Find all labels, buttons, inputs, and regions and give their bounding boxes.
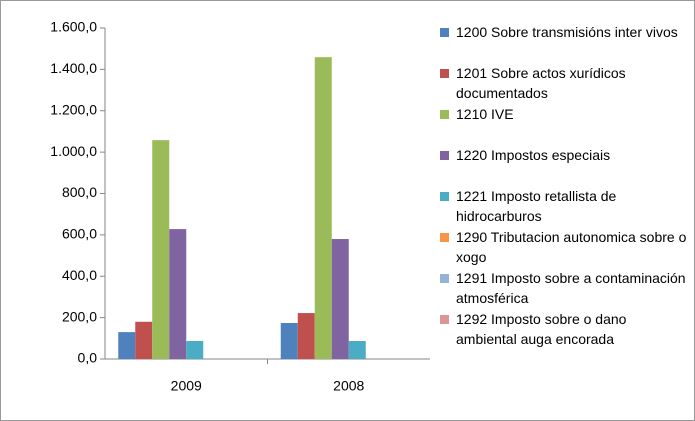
y-tick-label: 1.000,0 — [50, 143, 97, 159]
bar — [135, 321, 153, 359]
bar — [348, 341, 366, 359]
legend-label: 1200 Sobre transmisións inter vivos — [456, 24, 678, 40]
legend-label: 1290 Tributacion autonomica sobre o xogo — [456, 229, 687, 265]
legend-swatch — [440, 233, 449, 242]
legend: 1200 Sobre transmisións inter vivos 1201 … — [440, 22, 690, 350]
y-tick-label: 0,0 — [78, 350, 98, 366]
legend-label: 1210 IVE — [456, 106, 514, 122]
y-tick-label: 400,0 — [62, 267, 97, 283]
legend-item: 1291 Imposto sobre a contaminación atmos… — [440, 268, 690, 309]
bar — [186, 341, 204, 359]
legend-item: 1201 Sobre actos xurídicos documentados — [440, 63, 690, 104]
legend-swatch — [440, 192, 449, 201]
bar — [152, 140, 170, 359]
bar — [169, 229, 187, 359]
legend-item: 1221 Imposto retallista de hidrocarburos — [440, 186, 690, 227]
bar — [314, 57, 332, 360]
legend-label: 1291 Imposto sobre a contaminación atmos… — [456, 270, 686, 306]
bar — [280, 323, 298, 359]
bar — [297, 313, 315, 359]
legend-item: 1290 Tributacion autonomica sobre o xogo — [440, 227, 690, 268]
y-tick-label: 1.400,0 — [50, 60, 97, 76]
legend-item: 1210 IVE — [440, 104, 690, 145]
legend-label: 1201 Sobre actos xurídicos documentados — [456, 65, 626, 101]
legend-label: 1292 Imposto sobre o dano ambiental auga… — [456, 311, 627, 347]
x-tick-label: 2009 — [171, 378, 202, 394]
legend-swatch — [440, 151, 449, 160]
legend-swatch — [440, 274, 449, 283]
legend-item: 1292 Imposto sobre o dano ambiental auga… — [440, 309, 690, 350]
y-tick-label: 800,0 — [62, 184, 97, 200]
legend-swatch — [440, 315, 449, 324]
legend-label: 1220 Impostos especiais — [456, 147, 611, 163]
bar — [118, 332, 136, 359]
legend-swatch — [440, 28, 449, 37]
y-tick-label: 1.600,0 — [50, 19, 97, 35]
legend-item: 1220 Impostos especiais — [440, 145, 690, 186]
y-tick-label: 200,0 — [62, 308, 97, 324]
legend-swatch — [440, 110, 449, 119]
y-tick-label: 1.200,0 — [50, 101, 97, 117]
legend-swatch — [440, 69, 449, 78]
bar — [331, 239, 349, 359]
legend-label: 1221 Imposto retallista de hidrocarburos — [456, 188, 617, 224]
legend-item: 1200 Sobre transmisións inter vivos — [440, 22, 690, 63]
y-tick-label: 600,0 — [62, 226, 97, 242]
x-tick-label: 2008 — [333, 378, 364, 394]
